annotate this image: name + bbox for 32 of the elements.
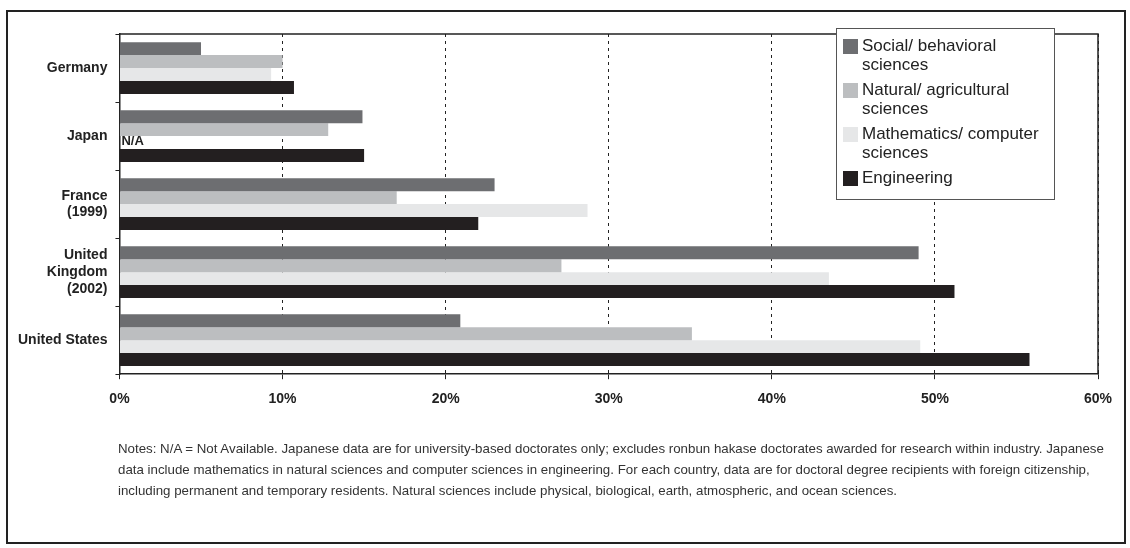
- bar: [119, 340, 921, 354]
- legend-label: Social/ behavioral sciences: [862, 36, 998, 74]
- y-tick-label: United States: [17, 331, 108, 348]
- bar: [119, 314, 461, 328]
- bar: [119, 55, 283, 69]
- bar: [119, 110, 363, 124]
- y-tick-label: France (1999): [61, 186, 108, 220]
- text: Notes: N/A = Not Available. Japanese data are for university-based doctorates only; excludes ronbun hakase doctorates awarded for research within industry. Japanese data include mathematics in natural sciences and computer sciences in engineering. For each country, data are for doctoral degree recipients with foreign citizenship, including permanent and temporary residents. Natural sciences include physical, biological, earth, atmospheric, and ocean sciences.: [118, 440, 1105, 500]
- y-tick-label: United Kingdom (2002): [46, 246, 108, 296]
- legend-label: Mathematics/ computer sciences: [862, 124, 1040, 162]
- x-tick-label: 20%: [431, 390, 461, 407]
- legend-label: Natural/ agricultural sciences: [862, 80, 1011, 118]
- bar: [119, 42, 202, 56]
- bar: [119, 272, 829, 286]
- bar: [119, 259, 562, 273]
- legend-label: Engineering: [862, 168, 953, 187]
- bar: [119, 246, 919, 260]
- x-tick-label: 10%: [268, 390, 298, 407]
- x-tick-label: 40%: [757, 390, 787, 407]
- x-tick-label: 0%: [109, 390, 131, 407]
- bar: [119, 123, 329, 137]
- y-tick-label: Japan: [66, 126, 108, 143]
- bar: [119, 178, 495, 192]
- bar: [119, 327, 692, 341]
- bar: [119, 68, 272, 81]
- x-tick-label: 30%: [594, 390, 624, 407]
- bar: [119, 191, 397, 205]
- x-tick-label: 50%: [920, 390, 950, 407]
- y-tick-label: Germany: [46, 58, 108, 75]
- x-tick-label: 60%: [1083, 390, 1113, 407]
- bar: [119, 204, 588, 218]
- annotation: N/A: [121, 133, 145, 149]
